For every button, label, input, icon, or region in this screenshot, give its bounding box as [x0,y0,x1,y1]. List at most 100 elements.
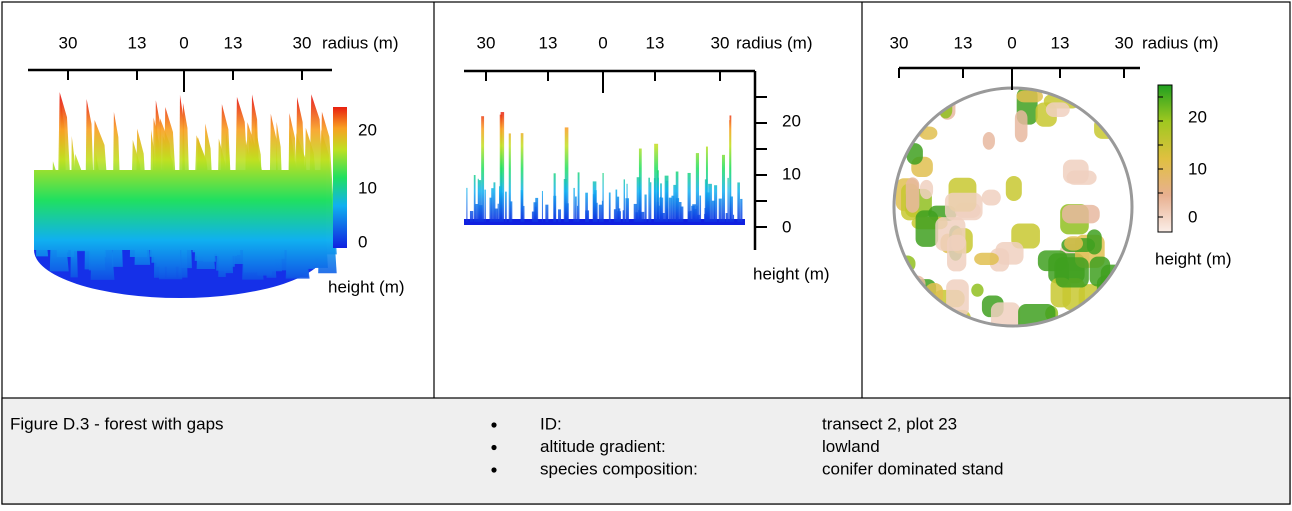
x-tick-label: 30 [293,33,312,52]
tree [93,152,106,264]
tree [648,177,650,222]
crown [974,252,999,266]
tree [690,210,692,222]
x-tick-label: 13 [539,33,558,52]
y-tick-label: 20 [1188,107,1207,126]
x-tick-label: 30 [59,33,78,52]
tree [479,205,483,222]
tree [563,179,567,222]
tree [622,210,625,222]
x-tick-label: 13 [224,33,243,52]
tree [665,180,669,222]
x-tick-label: 13 [1051,33,1070,52]
tree [636,177,641,222]
bullet [491,422,497,428]
tree [242,171,264,280]
bullet [491,444,497,451]
tree [112,112,123,267]
tree [639,189,641,222]
tree [714,185,718,222]
crown [905,177,920,213]
item-key: species composition: [540,459,698,478]
tree [675,171,679,222]
item-key: ID: [540,414,562,433]
tree [602,172,604,222]
tree [309,164,328,268]
crown [990,302,1021,326]
tree [608,192,611,222]
y-tick-label: 0 [358,232,367,251]
crown [1062,159,1089,184]
tree [691,205,695,222]
x-axis-label: radius (m) [1142,33,1219,52]
tree [718,198,722,222]
x-tick-label: 30 [477,33,496,52]
tree [653,178,656,222]
y-axis-label: height (m) [328,277,405,296]
tree [497,203,499,222]
tree [484,189,486,222]
tree [508,133,511,222]
tree [545,204,549,222]
tree [196,156,216,269]
crown [1045,102,1070,117]
caption-title: Figure D.3 - forest with gaps [10,414,224,433]
tree [493,182,496,222]
item-value: lowland [822,437,880,456]
tree [494,208,499,222]
tree [729,120,731,222]
crown [995,241,1024,265]
y-tick-label: 20 [358,120,377,139]
tree [725,213,728,222]
tree [575,196,577,222]
crown [982,131,995,150]
tree [181,102,192,269]
tree [737,182,740,222]
tree [585,210,590,222]
tree [594,190,597,222]
tree [695,153,700,222]
tree [577,172,580,222]
tree [656,170,659,222]
tree [481,116,485,222]
colorbar [1157,84,1173,233]
crown [935,217,966,251]
tree [613,209,617,222]
tree [573,187,575,222]
tree [678,202,682,222]
tree [491,188,494,222]
x-tick-label: 30 [1115,33,1134,52]
tree [706,192,710,222]
colorbar [333,107,347,248]
item-key: altitude gradient: [540,437,666,456]
tree [577,205,579,222]
tree [520,190,523,222]
caption-row [1,397,1291,505]
tree [500,112,505,222]
tree [680,206,684,222]
crown [1005,176,1022,201]
tree [288,142,302,269]
tree [729,115,732,222]
tree [499,114,503,222]
tree [633,203,638,222]
crown [919,179,934,200]
x-tick-label: 30 [890,33,909,52]
tree [158,135,183,280]
tree [134,128,151,265]
tree [623,179,625,222]
tree [473,175,476,222]
tree [564,203,569,222]
bullet [491,467,497,473]
tree [475,203,479,222]
y-tick-label: 0 [1188,207,1197,226]
item-value: conifer dominated stand [822,459,1003,478]
y-axis-label: height (m) [1155,249,1232,268]
tree [523,205,525,222]
tree [558,209,561,222]
tree [520,133,524,222]
tree [598,204,603,222]
tree [224,130,234,274]
tree [644,194,647,222]
